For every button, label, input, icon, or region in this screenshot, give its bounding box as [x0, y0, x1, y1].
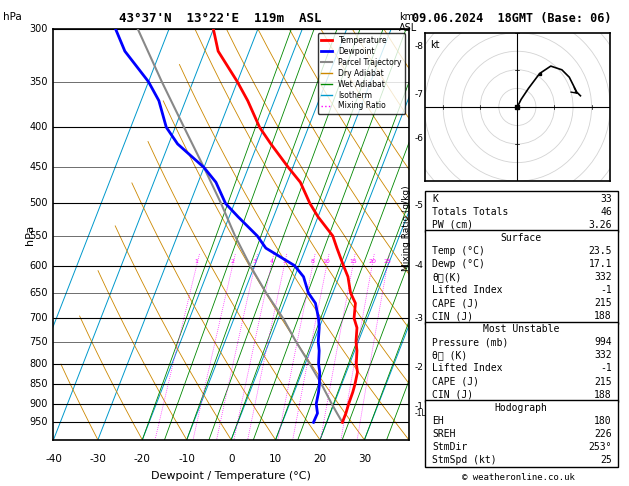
Text: CAPE (J): CAPE (J) [432, 377, 479, 386]
Text: 20: 20 [368, 259, 376, 263]
Text: Hodograph: Hodograph [494, 403, 548, 413]
Text: -6: -6 [414, 134, 423, 143]
Text: 1: 1 [194, 259, 199, 263]
Text: 900: 900 [30, 399, 48, 409]
Text: -1LCL: -1LCL [414, 409, 435, 418]
Text: 33: 33 [600, 193, 612, 204]
Text: Dewp (°C): Dewp (°C) [432, 259, 485, 269]
Text: kt: kt [430, 40, 440, 50]
Text: Dewpoint / Temperature (°C): Dewpoint / Temperature (°C) [151, 470, 311, 481]
Text: 950: 950 [30, 417, 48, 427]
Legend: Temperature, Dewpoint, Parcel Trajectory, Dry Adiabat, Wet Adiabat, Isotherm, Mi: Temperature, Dewpoint, Parcel Trajectory… [318, 33, 405, 114]
Text: -20: -20 [134, 454, 151, 464]
Text: 188: 188 [594, 390, 612, 399]
Text: θᴄ (K): θᴄ (K) [432, 350, 467, 361]
Text: 188: 188 [594, 311, 612, 321]
Text: Most Unstable: Most Unstable [483, 324, 559, 334]
Text: 20: 20 [313, 454, 326, 464]
Text: SREH: SREH [432, 429, 456, 439]
Text: CIN (J): CIN (J) [432, 390, 474, 399]
Text: θᴄ(K): θᴄ(K) [432, 272, 462, 282]
Text: Totals Totals: Totals Totals [432, 207, 509, 217]
Text: 350: 350 [30, 77, 48, 87]
Text: 332: 332 [594, 350, 612, 361]
Text: hPa: hPa [25, 225, 35, 244]
Text: 400: 400 [30, 122, 48, 132]
Text: -7: -7 [414, 90, 423, 99]
Text: Lifted Index: Lifted Index [432, 285, 503, 295]
Text: 450: 450 [30, 162, 48, 173]
Text: 800: 800 [30, 359, 48, 369]
Text: 750: 750 [30, 337, 48, 347]
Text: 3: 3 [253, 259, 257, 263]
Bar [425, 400, 618, 468]
Text: Lifted Index: Lifted Index [432, 364, 503, 374]
Text: 25: 25 [600, 455, 612, 465]
Text: 10: 10 [269, 454, 282, 464]
Text: 3.26: 3.26 [588, 220, 612, 230]
Text: CAPE (J): CAPE (J) [432, 298, 479, 308]
Text: Pressure (mb): Pressure (mb) [432, 337, 509, 347]
Text: 994: 994 [594, 337, 612, 347]
Text: 09.06.2024  18GMT (Base: 06): 09.06.2024 18GMT (Base: 06) [412, 12, 611, 25]
Bar [425, 230, 618, 324]
Text: 253°: 253° [588, 442, 612, 452]
Text: 300: 300 [30, 24, 48, 34]
Text: 215: 215 [594, 298, 612, 308]
Text: 0: 0 [228, 454, 235, 464]
Text: 8: 8 [311, 259, 314, 263]
Text: 2: 2 [231, 259, 235, 263]
Text: -10: -10 [178, 454, 195, 464]
Text: 550: 550 [30, 231, 48, 241]
Text: 4: 4 [269, 259, 273, 263]
Text: StmSpd (kt): StmSpd (kt) [432, 455, 497, 465]
Text: 30: 30 [358, 454, 371, 464]
Text: Mixing Ratio (g/kg): Mixing Ratio (g/kg) [403, 186, 411, 271]
Text: -1: -1 [414, 402, 423, 411]
Text: K: K [432, 193, 438, 204]
Text: 17.1: 17.1 [588, 259, 612, 269]
Bar [425, 322, 618, 402]
Text: -3: -3 [414, 313, 423, 323]
Text: -2: -2 [414, 363, 423, 372]
Text: 25: 25 [383, 259, 391, 263]
Text: 15: 15 [349, 259, 357, 263]
Bar [425, 191, 618, 232]
Text: -5: -5 [414, 201, 423, 210]
Text: km
ASL: km ASL [399, 12, 418, 33]
Text: 46: 46 [600, 207, 612, 217]
Text: Surface: Surface [501, 233, 542, 243]
Text: PW (cm): PW (cm) [432, 220, 474, 230]
Text: © weatheronline.co.uk: © weatheronline.co.uk [462, 473, 576, 482]
Text: 500: 500 [30, 198, 48, 208]
Text: 650: 650 [30, 288, 48, 298]
Text: 5: 5 [282, 259, 286, 263]
Text: -4: -4 [414, 260, 423, 270]
Text: 180: 180 [594, 416, 612, 426]
Text: -8: -8 [414, 42, 423, 52]
Text: CIN (J): CIN (J) [432, 311, 474, 321]
Text: Temp (°C): Temp (°C) [432, 246, 485, 256]
Text: 332: 332 [594, 272, 612, 282]
Text: 850: 850 [30, 380, 48, 389]
Text: 215: 215 [594, 377, 612, 386]
Text: 10: 10 [323, 259, 330, 263]
Text: 23.5: 23.5 [588, 246, 612, 256]
Text: EH: EH [432, 416, 444, 426]
Text: -30: -30 [89, 454, 106, 464]
Text: 700: 700 [30, 313, 48, 323]
Text: 43°37'N  13°22'E  119m  ASL: 43°37'N 13°22'E 119m ASL [119, 12, 321, 25]
Text: 226: 226 [594, 429, 612, 439]
Text: -1: -1 [600, 364, 612, 374]
Text: -40: -40 [45, 454, 62, 464]
Text: hPa: hPa [3, 12, 22, 22]
Text: -1: -1 [600, 285, 612, 295]
Text: 600: 600 [30, 260, 48, 271]
Text: StmDir: StmDir [432, 442, 467, 452]
